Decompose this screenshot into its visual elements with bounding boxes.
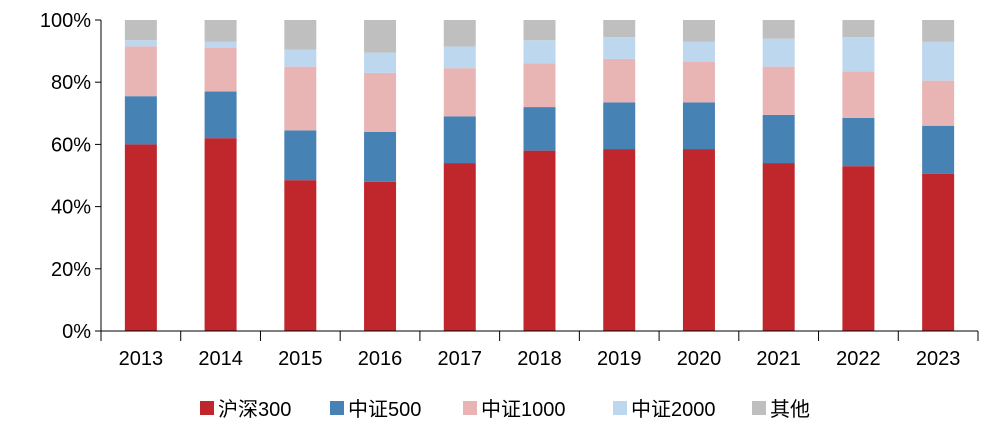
bar-segment-2018-series-3 xyxy=(523,40,556,64)
bar-segment-2015-series-4 xyxy=(284,20,317,50)
legend: 沪深300 中证500 中证1000 中证2000 其他 xyxy=(200,398,810,421)
bar-segment-2019-series-0 xyxy=(603,149,636,331)
bar-segment-2022-series-3 xyxy=(842,37,875,72)
x-tick-label-2013: 2013 xyxy=(119,348,164,370)
bar-segment-2014-series-3 xyxy=(204,41,237,48)
bar-segment-2022-series-1 xyxy=(842,117,875,167)
bar-segment-2020-series-0 xyxy=(682,149,715,331)
bar-segment-2023-series-4 xyxy=(922,20,955,42)
bar-segment-2016-series-2 xyxy=(364,72,397,132)
bar-segment-2019-series-3 xyxy=(603,37,636,59)
bar-segment-2017-series-1 xyxy=(443,116,476,164)
bar-segment-2013-series-1 xyxy=(124,96,157,145)
bar-segment-2018-series-4 xyxy=(523,20,556,41)
bar-segment-2021-series-3 xyxy=(762,38,795,67)
legend-item-4: 其他 xyxy=(752,398,810,421)
legend-swatch-2 xyxy=(463,401,477,415)
bar-segment-2022-series-2 xyxy=(842,71,875,118)
bar-segment-2014-series-1 xyxy=(204,91,237,139)
bar-segment-2018-series-2 xyxy=(523,63,556,108)
bar-segment-2018-series-1 xyxy=(523,107,556,151)
bar-segment-2019-series-1 xyxy=(603,102,636,150)
bar-segment-2023-series-1 xyxy=(922,125,955,174)
bar-segment-2017-series-2 xyxy=(443,68,476,117)
bar-segment-2017-series-3 xyxy=(443,46,476,69)
bar-segment-2016-series-4 xyxy=(364,20,397,53)
y-tick-label-80: 80% xyxy=(51,72,91,94)
legend-item-1: 中证500 xyxy=(330,398,421,421)
bar-segment-2015-series-2 xyxy=(284,66,317,131)
legend-swatch-3 xyxy=(613,401,627,415)
x-tick-label-2021: 2021 xyxy=(756,348,801,370)
legend-label-1: 中证500 xyxy=(348,398,421,421)
bar-segment-2023-series-2 xyxy=(922,80,955,126)
bar-segment-2018-series-0 xyxy=(523,150,556,331)
legend-swatch-1 xyxy=(330,401,344,415)
plot-area xyxy=(124,20,955,331)
bar-segment-2020-series-1 xyxy=(682,102,715,150)
bar-segment-2015-series-0 xyxy=(284,180,317,331)
legend-label-3: 中证2000 xyxy=(631,398,716,421)
y-tick-label-40: 40% xyxy=(51,197,91,219)
bar-segment-2016-series-1 xyxy=(364,131,397,182)
bar-segment-2023-series-0 xyxy=(922,173,955,331)
x-tick-label-2019: 2019 xyxy=(597,348,642,370)
bar-segment-2017-series-0 xyxy=(443,163,476,331)
bar-segment-2021-series-4 xyxy=(762,20,795,39)
legend-label-4: 其他 xyxy=(770,398,810,421)
y-tick-label-0: 0% xyxy=(62,321,91,343)
legend-item-2: 中证1000 xyxy=(463,398,566,421)
bar-segment-2015-series-3 xyxy=(284,49,317,67)
bar-segment-2022-series-0 xyxy=(842,166,875,331)
bar-segment-2021-series-0 xyxy=(762,163,795,331)
bar-segment-2023-series-3 xyxy=(922,41,955,81)
legend-item-3: 中证2000 xyxy=(613,398,716,421)
bar-segment-2017-series-4 xyxy=(443,20,476,47)
bar-segment-2013-series-2 xyxy=(124,46,157,97)
bar-segment-2019-series-4 xyxy=(603,20,636,38)
x-tick-label-2014: 2014 xyxy=(198,348,243,370)
bar-segment-2013-series-4 xyxy=(124,20,157,41)
bar-segment-2021-series-1 xyxy=(762,114,795,164)
bar-segment-2013-series-0 xyxy=(124,144,157,331)
bar-segment-2014-series-2 xyxy=(204,47,237,92)
legend-item-0: 沪深300 xyxy=(200,398,291,421)
legend-swatch-4 xyxy=(752,401,766,415)
axes: 0% 20% 40% 60% 80% 100% 2013 2014 2015 2016 2017 20… xyxy=(40,10,979,370)
y-tick-label-100: 100% xyxy=(40,10,91,32)
bar-segment-2013-series-3 xyxy=(124,40,157,47)
bar-segment-2021-series-2 xyxy=(762,66,795,115)
legend-label-0: 沪深300 xyxy=(218,398,291,421)
bar-segment-2022-series-4 xyxy=(842,20,875,38)
x-tick-label-2023: 2023 xyxy=(916,348,961,370)
bar-segment-2016-series-0 xyxy=(364,181,397,331)
x-tick-label-2020: 2020 xyxy=(677,348,722,370)
bar-segment-2015-series-1 xyxy=(284,130,317,181)
x-tick-label-2018: 2018 xyxy=(517,348,562,370)
x-tick-label-2017: 2017 xyxy=(438,348,483,370)
x-tick-label-2016: 2016 xyxy=(358,348,403,370)
legend-label-2: 中证1000 xyxy=(481,398,566,421)
bar-segment-2020-series-2 xyxy=(682,61,715,103)
legend-swatch-0 xyxy=(200,401,214,415)
bar-segment-2020-series-4 xyxy=(682,20,715,42)
x-tick-label-2022: 2022 xyxy=(836,348,881,370)
bar-segment-2014-series-4 xyxy=(204,20,237,42)
bar-segment-2019-series-2 xyxy=(603,58,636,103)
y-tick-label-20: 20% xyxy=(51,259,91,281)
bar-segment-2016-series-3 xyxy=(364,52,397,73)
y-tick-label-60: 60% xyxy=(51,134,91,156)
bar-segment-2014-series-0 xyxy=(204,138,237,331)
bar-segment-2020-series-3 xyxy=(682,41,715,62)
x-tick-label-2015: 2015 xyxy=(278,348,323,370)
